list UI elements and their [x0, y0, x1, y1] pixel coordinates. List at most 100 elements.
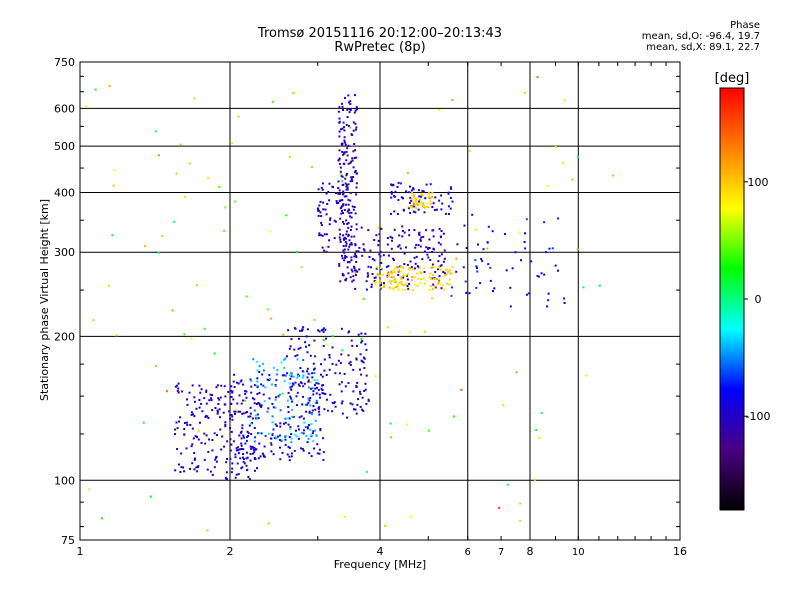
data-point [180, 452, 183, 455]
data-point [264, 386, 267, 389]
data-point [313, 447, 315, 450]
data-point [354, 128, 357, 131]
data-point [348, 212, 351, 215]
data-point [293, 348, 296, 351]
data-point [446, 282, 449, 285]
data-point [493, 287, 496, 290]
data-point [234, 453, 237, 456]
data-point [249, 378, 252, 381]
data-point [338, 228, 341, 231]
data-point [320, 186, 323, 189]
data-point [302, 376, 304, 379]
data-point [341, 209, 343, 212]
data-point [452, 415, 455, 418]
data-point [319, 428, 322, 430]
data-point [413, 276, 416, 279]
data-point [349, 109, 352, 111]
data-point [349, 161, 352, 164]
data-point [341, 349, 344, 352]
data-point [300, 447, 303, 450]
data-point [429, 272, 432, 275]
data-point [376, 266, 379, 269]
data-point [350, 339, 353, 342]
data-point [428, 288, 431, 291]
data-point [288, 347, 291, 350]
data-point [289, 377, 292, 380]
data-point [246, 456, 249, 459]
data-point [319, 429, 322, 432]
data-point [192, 413, 194, 416]
data-point [296, 404, 298, 406]
data-point [347, 235, 350, 238]
data-point [338, 383, 341, 386]
data-point [255, 414, 258, 417]
data-point [297, 425, 300, 428]
data-point [308, 410, 311, 413]
data-point [476, 267, 478, 270]
data-point [365, 374, 368, 377]
data-point [410, 266, 413, 269]
data-point [328, 239, 331, 242]
data-point [304, 426, 307, 429]
data-point [355, 357, 358, 360]
data-point [548, 247, 551, 250]
data-point [612, 174, 614, 177]
data-point [322, 384, 325, 387]
data-point [420, 195, 422, 198]
data-point [233, 410, 236, 413]
data-point [383, 286, 385, 289]
data-point [323, 358, 326, 361]
data-point [309, 397, 312, 399]
data-point [402, 197, 404, 200]
data-point [278, 434, 281, 437]
data-point [442, 271, 445, 273]
data-point [111, 234, 114, 237]
data-point [113, 169, 116, 172]
data-point [263, 455, 266, 458]
data-point [449, 272, 452, 275]
data-point [486, 247, 489, 250]
data-point [195, 407, 198, 410]
data-point [356, 344, 358, 347]
data-point [303, 429, 305, 432]
data-point [312, 390, 315, 393]
data-point [252, 358, 255, 361]
data-point [298, 337, 300, 340]
data-point [404, 289, 407, 291]
data-point [257, 457, 260, 460]
data-point [344, 143, 347, 146]
data-point [271, 383, 274, 386]
data-point [448, 283, 451, 286]
data-point [518, 231, 521, 234]
data-point [355, 223, 358, 226]
data-point [287, 391, 290, 394]
data-point [380, 262, 383, 264]
data-point [390, 196, 393, 199]
data-point [201, 410, 204, 413]
data-point [243, 436, 245, 439]
data-point [261, 373, 264, 376]
data-point [354, 269, 356, 272]
data-point [310, 422, 313, 425]
data-point [322, 392, 325, 395]
data-point [429, 200, 432, 203]
data-point [355, 156, 358, 159]
data-point [382, 254, 385, 257]
data-point [462, 266, 465, 269]
data-point [345, 174, 348, 177]
data-point [300, 431, 303, 434]
data-point [313, 372, 316, 374]
data-point [415, 243, 418, 246]
data-point [223, 385, 226, 388]
data-point [194, 435, 197, 438]
data-point [206, 529, 209, 532]
data-point [363, 249, 366, 252]
data-point [284, 444, 287, 446]
data-point [247, 435, 249, 437]
data-point [335, 200, 338, 203]
data-point [411, 289, 414, 291]
data-point [389, 422, 392, 425]
data-point [293, 449, 296, 452]
data-point [418, 266, 421, 269]
data-point [350, 216, 353, 219]
